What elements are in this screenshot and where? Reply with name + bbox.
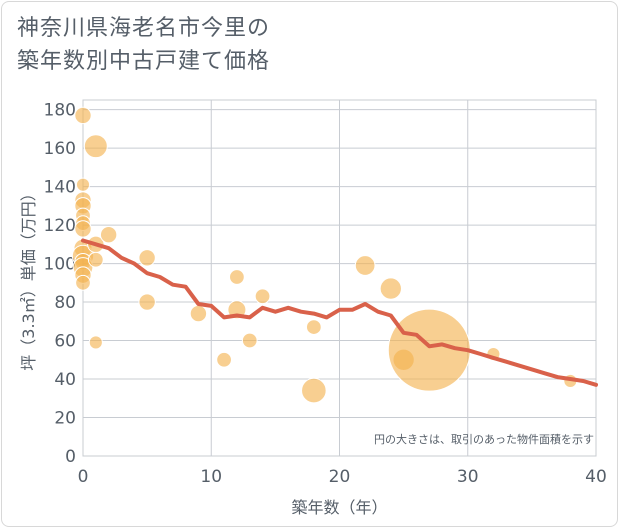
- bubble: [229, 269, 245, 285]
- x-tick-label: 10: [200, 467, 222, 487]
- bubble: [254, 288, 271, 305]
- x-tick-label: 30: [457, 467, 479, 487]
- chart-title: 神奈川県海老名市今里の 築年数別中古戸建て価格: [17, 12, 270, 78]
- bubble: [75, 177, 91, 192]
- x-tick-label: 20: [329, 467, 351, 487]
- bubble: [88, 335, 103, 350]
- bubble: [189, 304, 208, 323]
- bubble: [305, 319, 322, 335]
- x-axis-label: 築年数（年）: [291, 498, 387, 517]
- y-tick-label: 100: [44, 255, 76, 275]
- bubble: [379, 277, 402, 300]
- bubble: [83, 134, 108, 159]
- y-tick-label: 0: [65, 447, 76, 467]
- trend-line: [81, 238, 598, 387]
- bubble: [138, 249, 156, 267]
- bubbles: [71, 106, 578, 404]
- x-tick-label: 40: [585, 467, 607, 487]
- y-tick-label: 60: [54, 332, 76, 352]
- bubble: [301, 377, 327, 404]
- y-axis-label: 坪（3.3㎡）単価（万円）: [19, 185, 38, 370]
- title-line-2: 築年数別中古戸建て価格: [17, 49, 271, 74]
- bubble: [138, 293, 156, 311]
- x-tick-label: 0: [78, 467, 89, 487]
- y-tick-label: 140: [44, 178, 76, 198]
- bubble-size-note: 円の大きさは、取引のあった物件面積を示す: [374, 432, 594, 446]
- tick-labels: 0 20 40 60 80 100 120 140 160 180 0 10 20 30 40: [44, 101, 607, 487]
- y-tick-label: 80: [54, 293, 76, 313]
- bubble: [99, 226, 118, 244]
- bubble: [74, 220, 92, 238]
- y-tick-label: 160: [44, 139, 76, 159]
- bubble: [241, 332, 258, 349]
- y-tick-label: 180: [44, 101, 76, 121]
- title-line-1: 神奈川県海老名市今里の: [17, 16, 271, 41]
- bubble: [74, 106, 92, 125]
- y-tick-label: 120: [44, 216, 76, 236]
- bubble: [87, 251, 104, 268]
- bubble: [354, 255, 376, 276]
- bubble: [75, 274, 91, 291]
- bubble: [216, 351, 232, 368]
- y-tick-label: 40: [54, 370, 76, 390]
- grid: [82, 99, 597, 457]
- y-tick-label: 20: [54, 409, 76, 429]
